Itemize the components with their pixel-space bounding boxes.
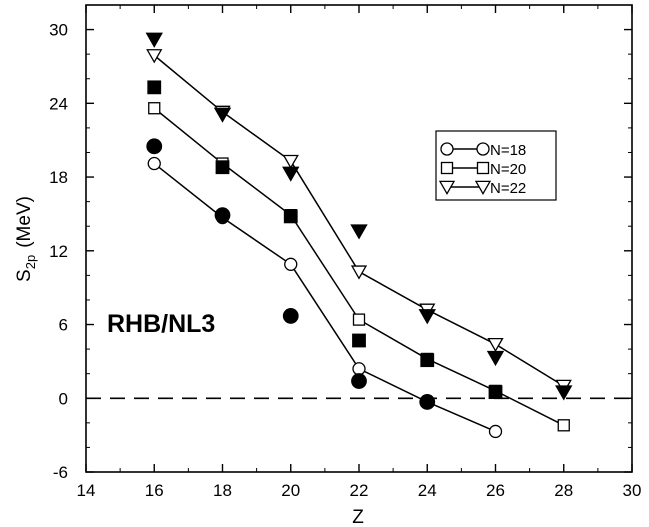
- data-point-triangle-down-filled: [282, 166, 300, 182]
- y-axis-label-unit: (MeV): [14, 196, 35, 248]
- data-point-circle-filled: [214, 207, 231, 224]
- data-point-triangle-down-filled: [213, 107, 232, 123]
- legend-box: [435, 130, 557, 201]
- x-tick-label: 18: [213, 481, 232, 500]
- legend-label: N=22: [490, 180, 526, 197]
- y-tick-label: 30: [49, 21, 68, 40]
- legend: N=18 N=20 N=22: [435, 130, 557, 201]
- legend-marker-circle: [440, 142, 454, 156]
- data-point-circle-open: [488, 424, 503, 439]
- data-point-square-filled: [147, 80, 162, 95]
- data-point-triangle-down-filled: [350, 224, 368, 240]
- legend-marker-triangle-down: [438, 180, 456, 195]
- data-point-circle-filled: [282, 308, 299, 324]
- data-point-square-open: [352, 313, 366, 326]
- data-point-square-filled: [283, 209, 298, 224]
- legend-marker-circle: [476, 142, 490, 156]
- legend-marker-triangle-down: [474, 180, 492, 195]
- y-axis-label-main: S: [14, 269, 35, 282]
- data-point-square-open: [557, 419, 570, 432]
- data-point-square-open: [148, 102, 161, 115]
- data-point-triangle-down-filled: [418, 309, 436, 325]
- data-point-circle-open: [352, 362, 366, 376]
- y-tick-label: 0: [59, 389, 68, 408]
- data-point-triangle-down-open: [487, 337, 504, 353]
- y-axis-label: S2p (MeV): [14, 196, 38, 282]
- data-point-square-filled: [215, 160, 230, 175]
- legend-marker-square: [476, 161, 490, 175]
- data-point-circle-filled: [146, 138, 163, 155]
- x-tick-label: 30: [623, 481, 642, 500]
- data-point-triangle-down-filled: [486, 350, 505, 367]
- x-axis-label: Z: [352, 507, 364, 527]
- data-point-circle-filled: [419, 394, 436, 410]
- data-point-square-filled: [420, 353, 435, 368]
- data-point-circle-open: [147, 156, 161, 171]
- data-point-triangle-down-filled: [555, 385, 573, 401]
- x-tick-label: 24: [418, 481, 437, 500]
- data-point-square-filled: [352, 333, 366, 348]
- data-point-circle-open: [284, 257, 298, 271]
- legend-label: N=20: [490, 161, 526, 178]
- svg-text:S2p(MeV): S2p (MeV): [14, 196, 38, 282]
- data-point-square-filled: [488, 385, 503, 400]
- x-tick-label: 28: [554, 481, 573, 500]
- series-line-circle: [153, 162, 496, 433]
- y-tick-label: 24: [49, 94, 68, 113]
- y-tick-label: 18: [49, 168, 68, 187]
- y-tick-label: -6: [53, 463, 68, 482]
- x-tick-label: 22: [350, 481, 369, 500]
- data-point-triangle-down-filled: [145, 32, 163, 48]
- model-annotation: RHB/NL3: [107, 310, 215, 338]
- data-point-triangle-down-open: [350, 265, 368, 280]
- x-tick-label: 16: [145, 481, 164, 500]
- legend-marker-square: [440, 161, 454, 175]
- y-tick-label: 12: [49, 242, 68, 261]
- x-tick-label: 20: [281, 481, 300, 500]
- y-tick-label: 6: [59, 316, 68, 335]
- legend-label: N=18: [490, 142, 526, 159]
- data-point-circle-filled: [351, 373, 367, 389]
- data-point-triangle-down-open: [146, 49, 163, 64]
- x-tick-label: 14: [77, 481, 96, 500]
- x-tick-label: 26: [486, 481, 505, 500]
- y-axis-label-subscript: 2p: [23, 255, 38, 269]
- data-point-triangle-down-open: [282, 154, 299, 170]
